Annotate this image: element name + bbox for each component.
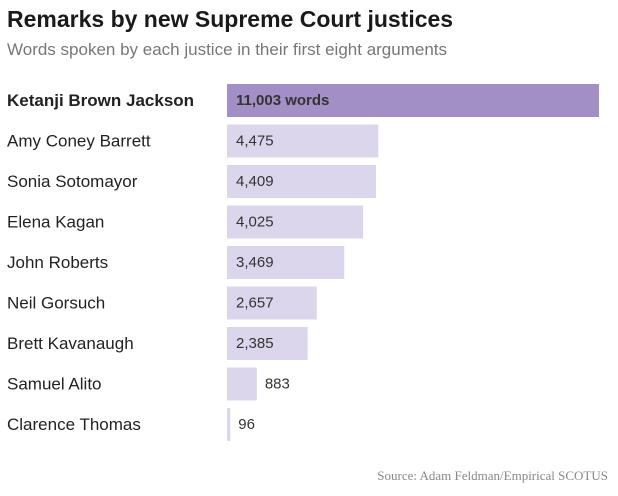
bar	[227, 408, 231, 441]
bar	[227, 327, 308, 360]
chart-subtitle: Words spoken by each justice in their fi…	[7, 40, 448, 59]
bar	[227, 205, 364, 239]
chart-title: Remarks by new Supreme Court justices	[7, 6, 454, 32]
category-label: Amy Coney Barrett	[7, 132, 151, 151]
category-label: Neil Gorsuch	[7, 294, 105, 313]
bar	[227, 367, 257, 401]
category-label: Brett Kavanaugh	[7, 334, 134, 353]
value-label: 3,469	[236, 254, 274, 271]
value-label: 2,385	[236, 335, 274, 352]
bar-chart: Ketanji Brown Jackson 11,003 words Amy Con…	[7, 84, 599, 441]
value-label: 883	[265, 376, 290, 393]
value-label: 2,657	[236, 295, 274, 312]
source-note: Source: Adam Feldman/Empirical SCOTUS	[377, 468, 608, 483]
bar	[227, 246, 345, 279]
bar	[227, 124, 379, 158]
bar	[227, 84, 599, 117]
value-label: 4,409	[236, 173, 274, 190]
category-label: Sonia Sotomayor	[7, 172, 138, 191]
category-label: Samuel Alito	[7, 375, 102, 394]
category-label: Elena Kagan	[7, 213, 104, 232]
category-label: John Roberts	[7, 253, 108, 272]
value-label: 96	[238, 416, 255, 433]
value-label: 4,025	[236, 214, 274, 231]
category-label: Ketanji Brown Jackson	[7, 91, 194, 110]
category-label: Clarence Thomas	[7, 415, 141, 434]
bar	[227, 165, 377, 198]
value-label: 11,003 words	[236, 92, 329, 109]
bar	[227, 286, 317, 320]
value-label: 4,475	[236, 133, 274, 150]
